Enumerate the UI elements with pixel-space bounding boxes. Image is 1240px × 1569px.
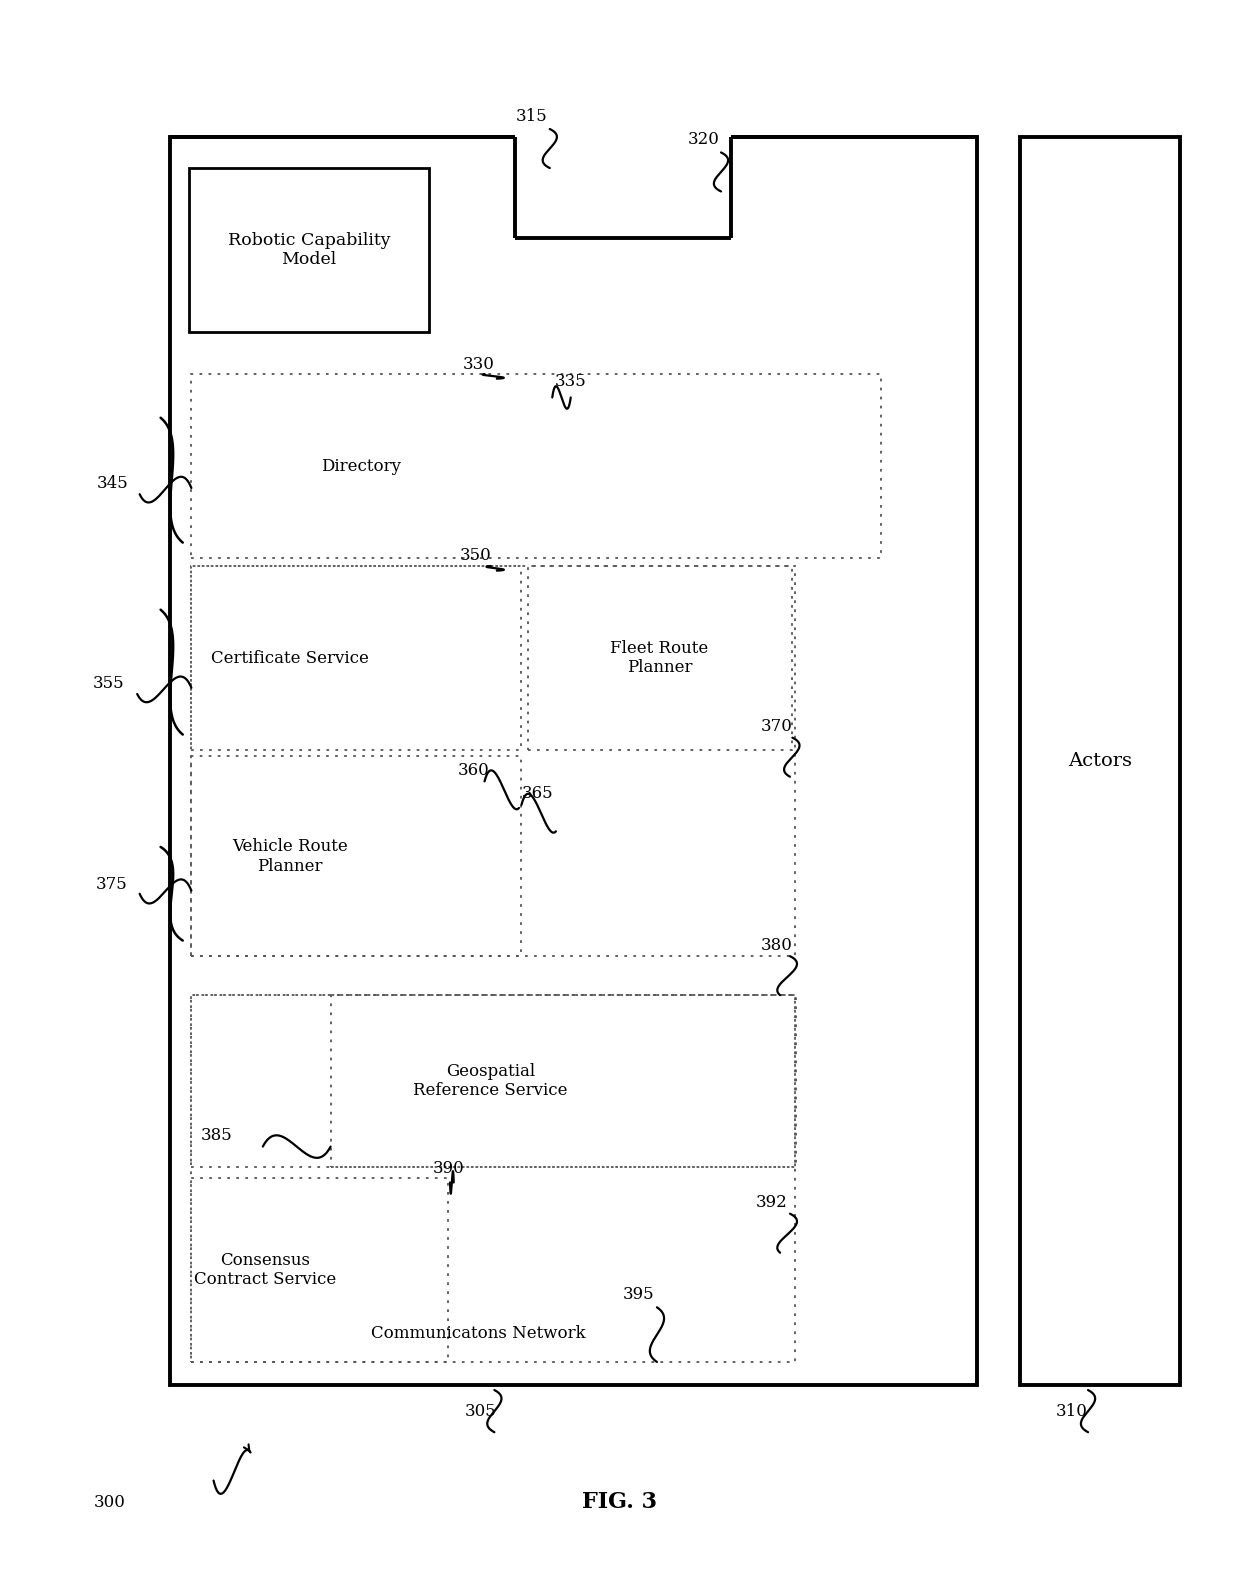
Text: Fleet Route
Planner: Fleet Route Planner [610,640,708,676]
Text: 380: 380 [760,937,792,954]
Bar [191,1178,448,1362]
Text: 305: 305 [465,1403,496,1420]
Text: 300: 300 [94,1494,126,1511]
Text: 360: 360 [458,763,489,778]
Text: Actors: Actors [1069,752,1132,770]
Bar [191,566,522,750]
Bar [191,995,795,1167]
Bar [528,566,792,750]
Bar [191,756,522,956]
Text: 385: 385 [201,1127,233,1144]
Bar [191,373,882,559]
Text: Communicatons Network: Communicatons Network [371,1326,585,1343]
Text: Vehicle Route
Planner: Vehicle Route Planner [232,838,347,874]
Text: 350: 350 [460,546,491,563]
Text: 310: 310 [1056,1403,1087,1420]
Text: Certificate Service: Certificate Service [211,650,368,667]
Text: FIG. 3: FIG. 3 [583,1492,657,1514]
Bar [188,168,429,333]
Bar [191,566,795,956]
Text: Geospatial
Reference Service: Geospatial Reference Service [413,1062,568,1100]
Text: 320: 320 [688,132,719,149]
Text: 392: 392 [755,1194,787,1211]
Text: 315: 315 [516,108,547,126]
Text: 370: 370 [760,719,792,736]
Text: Directory: Directory [321,458,402,475]
Text: 355: 355 [93,675,124,692]
Text: 365: 365 [522,786,553,802]
Text: 390: 390 [433,1159,465,1177]
Text: 375: 375 [95,876,126,893]
Text: 395: 395 [622,1287,653,1304]
Bar [1021,137,1180,1385]
Bar [191,995,795,1362]
Text: Robotic Capability
Model: Robotic Capability Model [228,232,391,268]
Text: 345: 345 [97,475,128,491]
Bar [331,995,796,1167]
Bar [516,133,730,238]
Text: 335: 335 [554,373,587,391]
Bar [170,137,977,1385]
Text: Consensus
Contract Service: Consensus Contract Service [195,1252,336,1288]
Text: 330: 330 [463,356,495,373]
